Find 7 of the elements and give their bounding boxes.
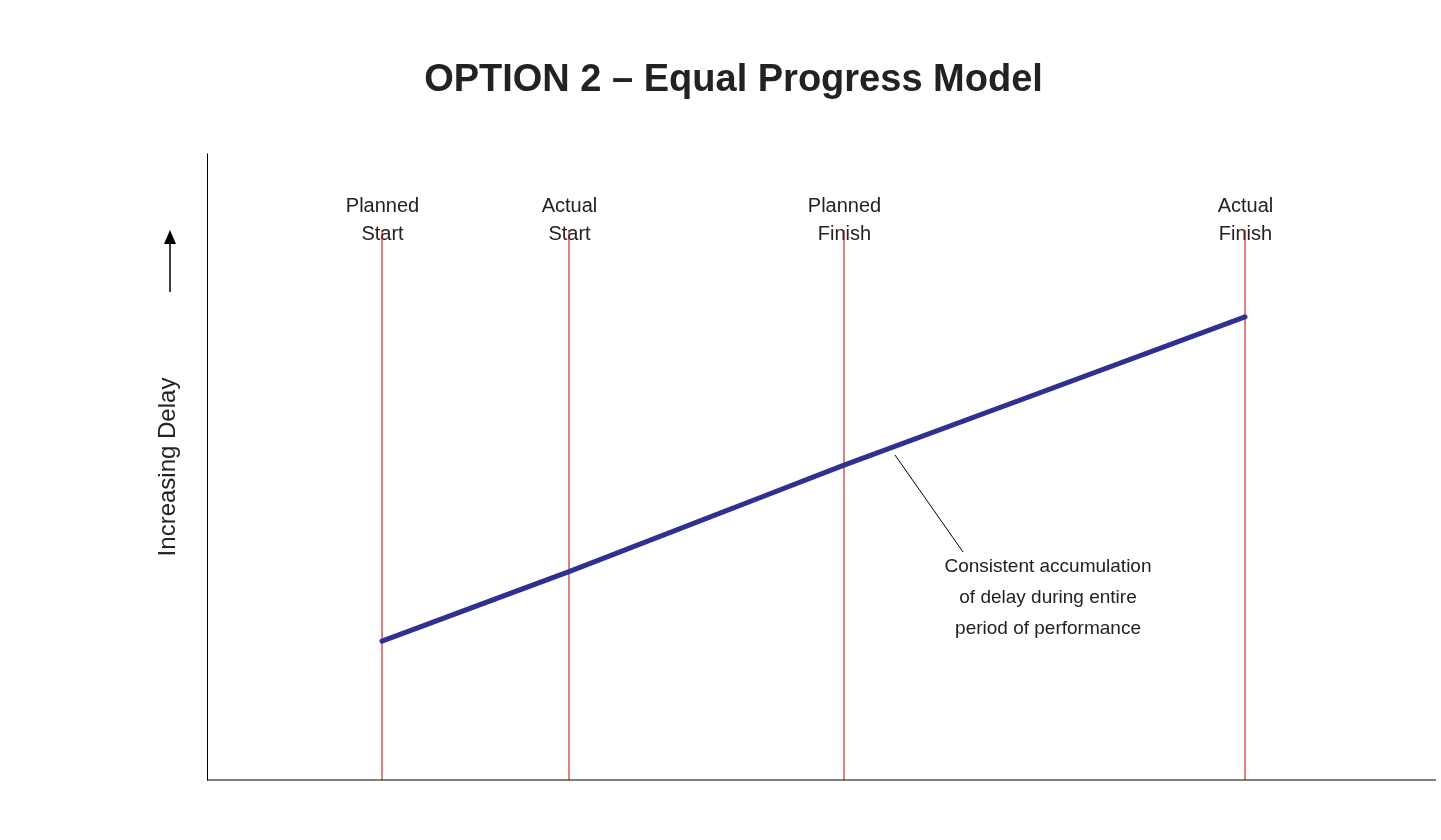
annotation: Consistent accumulation of delay during entire period of performance [944, 555, 1152, 638]
x-tick-label: Planned Start [345, 193, 420, 244]
y-axis-title: Increasing Delay [152, 377, 180, 557]
chart-title: OPTION 2 – Equal Progress Model [424, 57, 1043, 99]
x-tick-label: Actual Start [541, 193, 598, 244]
x-tick-label: Planned Finish [807, 193, 882, 244]
x-tick-label: Actual Finish [1217, 193, 1274, 244]
